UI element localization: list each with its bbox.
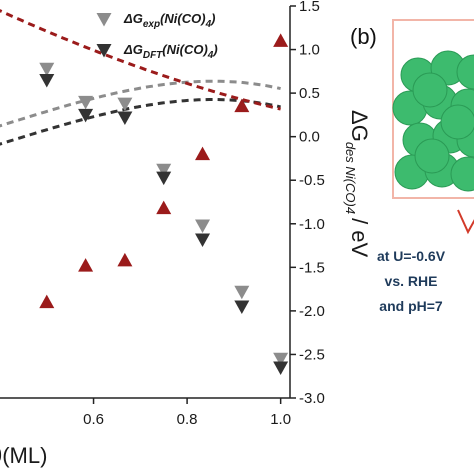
- y-label-sub: des Ni(CO)4: [343, 142, 358, 214]
- data-point-s1: [234, 300, 250, 315]
- legend-entry-0: ΔGexp(Ni(CO)4): [123, 11, 215, 30]
- note-line-1: at U=-0.6V: [377, 248, 446, 264]
- y-tick-label: -2.0: [299, 303, 325, 320]
- fit-curve-2: [0, 9, 281, 111]
- ni-atom: [414, 138, 450, 174]
- x-axis-label: θ(ML): [0, 443, 47, 468]
- data-point-s0: [273, 352, 289, 367]
- data-point-s0: [234, 285, 250, 300]
- data-point-s2: [78, 258, 94, 272]
- panel-b-label: (b): [350, 24, 377, 49]
- data-point-s0: [78, 95, 94, 110]
- y-tick-label: -2.5: [299, 346, 325, 363]
- data-point-s2: [273, 33, 289, 47]
- x-ticks: 0.6 0.8 1.0: [83, 398, 291, 428]
- data-point-s1: [195, 233, 211, 247]
- data-point-s1: [273, 361, 289, 376]
- svg-text:ΔGdes Ni(CO)4/ eV: ΔGdes Ni(CO)4 / eV: [343, 110, 372, 258]
- data-point-s2: [117, 252, 133, 267]
- data-point-s0: [117, 97, 133, 112]
- ni-atom: [412, 72, 448, 108]
- y-tick-label: -3.0: [299, 390, 325, 407]
- plot-area: 0.6 0.8 1.0 1.5 1.0 0.5 0.0 -0.5 -1.0 -1.5 -2.0 -2…: [0, 0, 325, 428]
- data-point-s2: [156, 200, 172, 215]
- legend-entry-1: ΔGDFT(Ni(CO)4): [123, 42, 218, 61]
- data-point-s1: [39, 74, 55, 88]
- data-point-s0: [156, 163, 172, 178]
- ni-cluster-image: [392, 50, 474, 192]
- data-point-s1: [78, 108, 94, 123]
- ni-atom: [440, 104, 474, 140]
- fit-curves: [0, 9, 281, 146]
- x-tick-label: 0.8: [177, 411, 198, 428]
- data-point-s1: [156, 171, 172, 186]
- note-line-3: and pH=7: [379, 298, 443, 314]
- y-tick-label: 0.5: [299, 85, 320, 102]
- y-tick-label: 0.0: [299, 129, 320, 146]
- y-tick-label: 1.5: [299, 0, 320, 15]
- note-line-2: vs. RHE: [385, 273, 438, 289]
- data-point-s2: [39, 294, 55, 309]
- fit-curve-0: [0, 79, 281, 128]
- y-tick-label: -0.5: [299, 172, 325, 189]
- ni-atom: [450, 156, 474, 192]
- x-tick-label: 1.0: [270, 411, 291, 428]
- data-point-s2: [195, 146, 211, 161]
- data-point-s1: [117, 111, 133, 126]
- y-tick-label: 1.0: [299, 42, 320, 59]
- panel-b: (b) at U=-0.6V vs. RHE and pH=7: [350, 19, 474, 314]
- y-axis-label-right: ΔGdes Ni(CO)4 / eV: [343, 110, 372, 258]
- legend-marker: [96, 13, 112, 27]
- legend-marker: [96, 44, 112, 58]
- data-points: [39, 33, 289, 376]
- y-tick-label: -1.5: [299, 259, 325, 276]
- data-point-s0: [39, 62, 55, 77]
- fit-curve-1: [0, 98, 281, 146]
- x-tick-label: 0.6: [83, 411, 104, 428]
- y-ticks: 1.5 1.0 0.5 0.0 -0.5 -1.0 -1.5 -2.0 -2.5 -3.0: [290, 0, 325, 407]
- data-point-s2: [234, 98, 250, 113]
- data-point-s0: [195, 219, 211, 234]
- arrow-icon: [457, 209, 474, 235]
- y-label-unit: / eV: [347, 218, 372, 257]
- ni-atom: [456, 54, 474, 90]
- legend: ΔGexp(Ni(CO)4) ΔGDFT(Ni(CO)4): [96, 11, 218, 61]
- y-label-delta: ΔG: [347, 110, 372, 142]
- y-tick-label: -1.0: [299, 216, 325, 233]
